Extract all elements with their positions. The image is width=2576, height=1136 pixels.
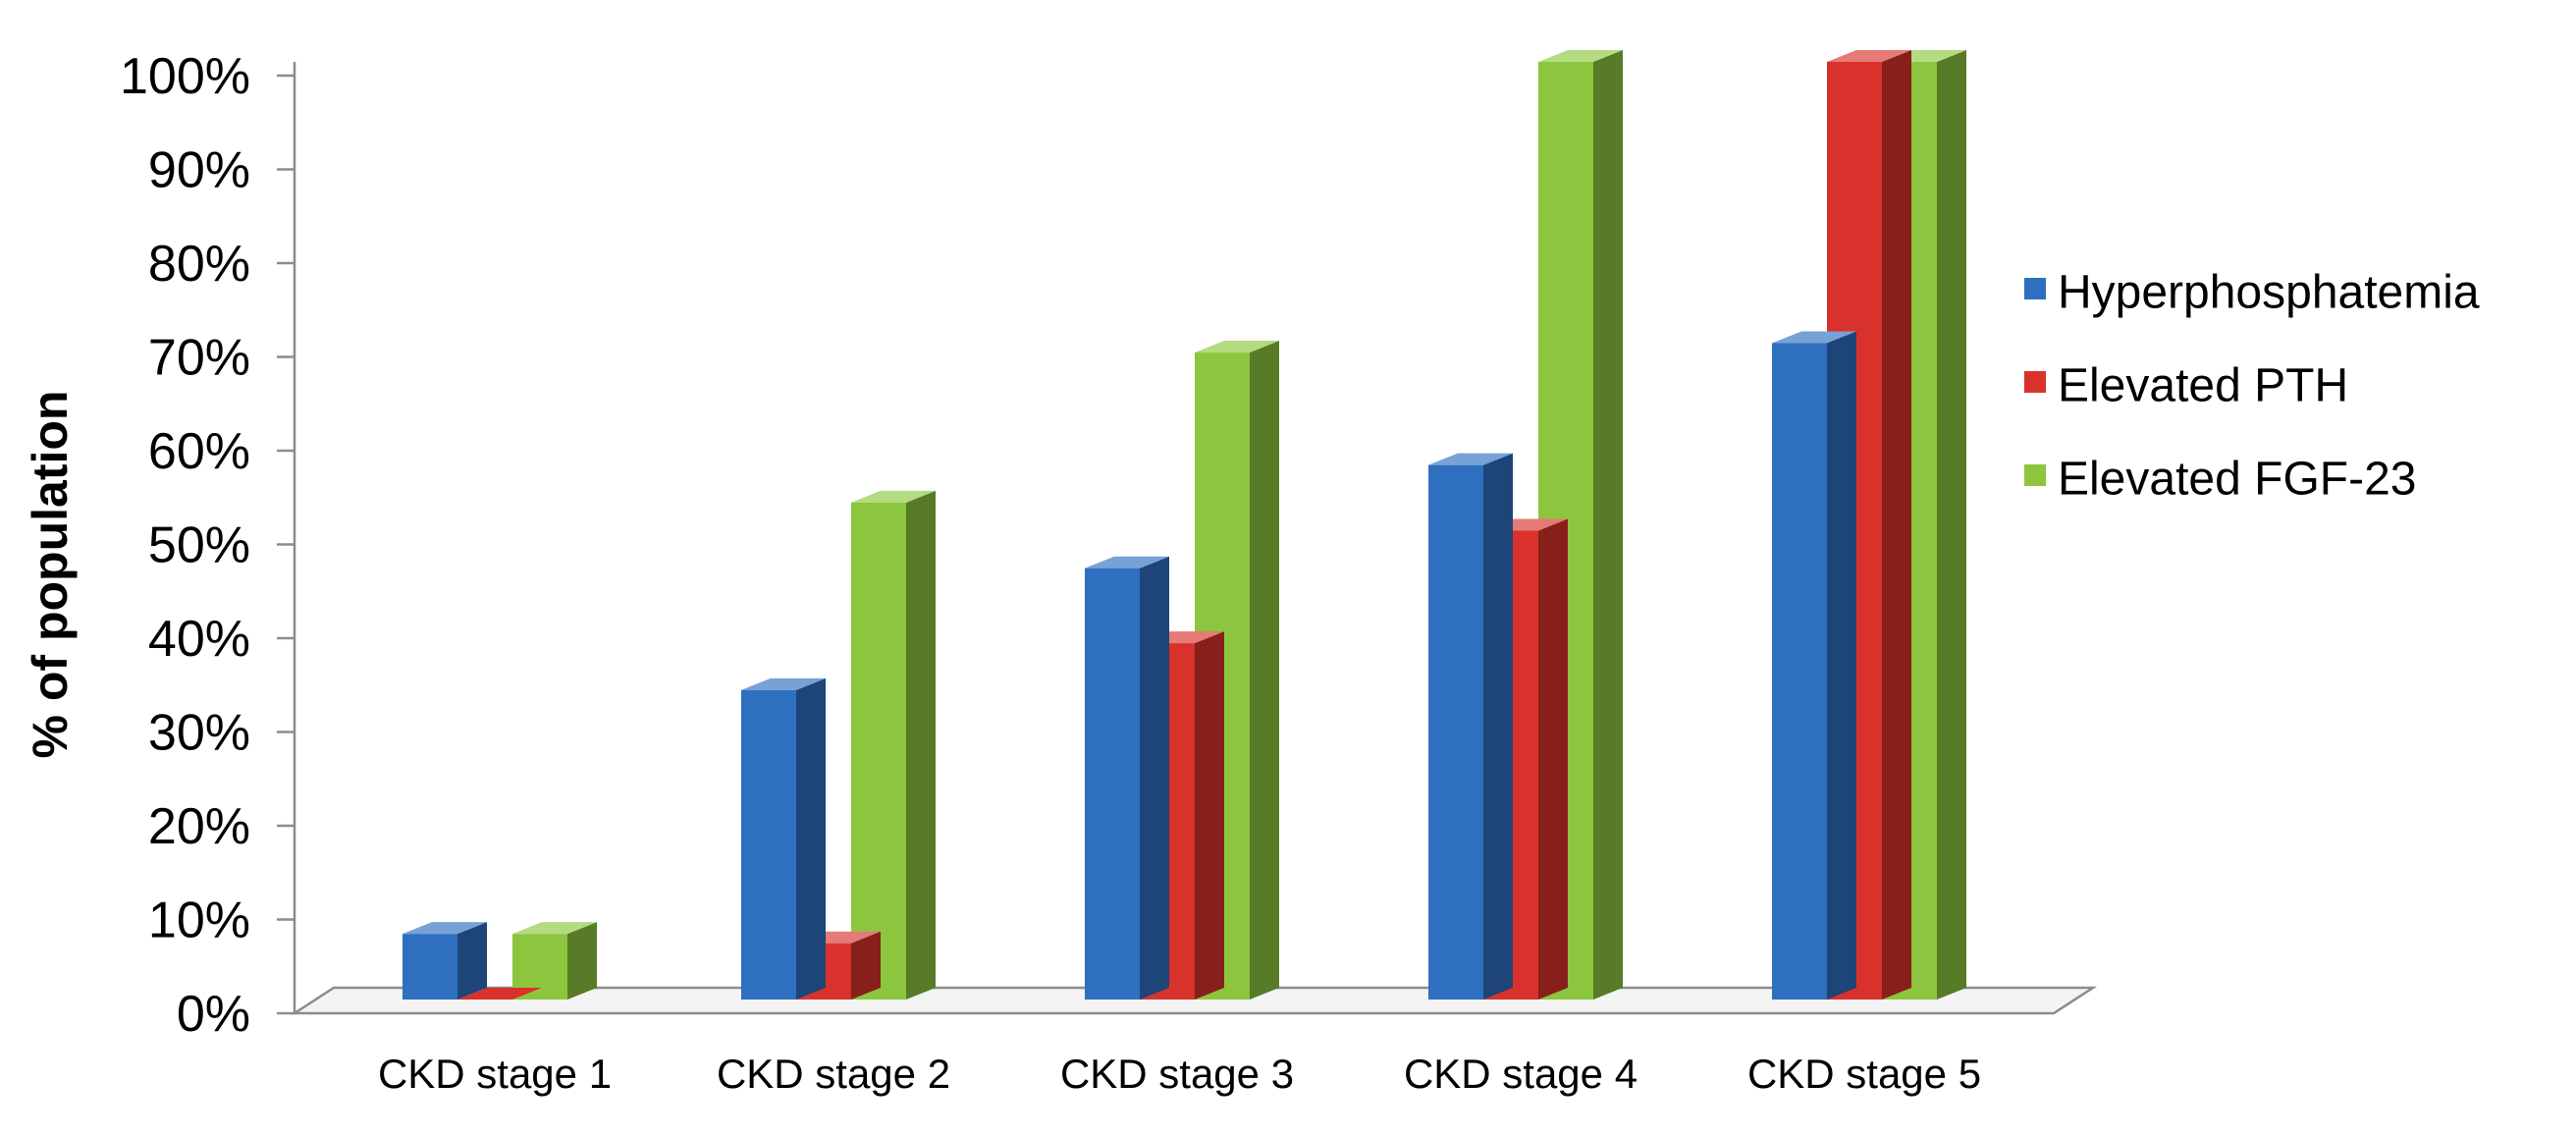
bar-side (1593, 50, 1623, 1000)
bar-top (1827, 50, 1911, 62)
y-tick-label: 10% (148, 893, 250, 949)
legend-swatch (2024, 371, 2046, 393)
bar-top (1085, 556, 1169, 568)
bar-elevated-pth-1 (457, 988, 542, 1000)
legend-label: Elevated FGF-23 (2058, 454, 2416, 506)
bar-side (457, 922, 487, 1000)
legend: Hyperphosphatemia Elevated PTH Elevated FG… (2024, 267, 2480, 506)
y-tick-label: 40% (148, 611, 250, 668)
y-axis: 0% 10% 20% 30% 40% 50% 60% 70% 80% 90% 100% (120, 48, 296, 1043)
x-tick-label: CKD stage 1 (378, 1051, 612, 1097)
bar-top (1538, 50, 1623, 62)
bar-hyperphosphatemia-3 (1085, 556, 1169, 1000)
bar-front (1428, 464, 1483, 1000)
legend-label: Elevated PTH (2058, 360, 2348, 412)
bars (402, 50, 1966, 1001)
bar-side (567, 922, 597, 1000)
bar-front (851, 502, 906, 1000)
bar-side (1827, 331, 1856, 1000)
legend-swatch (2024, 464, 2046, 486)
bar-side (1195, 631, 1224, 1000)
bar-front (1772, 343, 1827, 1000)
bar-top (741, 677, 826, 690)
bar-front (741, 689, 796, 1000)
bar-side (1250, 341, 1279, 1000)
x-tick-label: CKD stage 3 (1060, 1051, 1294, 1097)
x-tick-label: CKD stage 2 (717, 1051, 950, 1097)
bar-top (1428, 453, 1513, 465)
y-tick-label: 30% (148, 705, 250, 762)
bar-top (402, 922, 487, 935)
bar-hyperphosphatemia-5 (1772, 331, 1856, 1000)
bar-side (1882, 50, 1911, 1000)
bar-side (1483, 453, 1513, 1000)
legend-swatch (2024, 278, 2046, 299)
bar-hyperphosphatemia-2 (741, 677, 826, 1000)
legend-item: Hyperphosphatemia (2024, 267, 2480, 319)
bar-side (906, 490, 936, 1001)
bar-front (1085, 568, 1140, 1000)
bar-side (1140, 556, 1169, 1000)
bar-front (402, 934, 457, 1000)
x-axis: CKD stage 1 CKD stage 2 CKD stage 3 CKD sta… (378, 1051, 1981, 1097)
y-tick-label: 0% (177, 986, 250, 1043)
bar-hyperphosphatemia-4 (1428, 453, 1513, 1000)
legend-item: Elevated PTH (2024, 360, 2348, 412)
bar-top (851, 490, 936, 503)
y-axis-title: % of population (23, 391, 78, 759)
legend-label: Hyperphosphatemia (2058, 267, 2480, 319)
y-tick-label: 90% (148, 142, 250, 199)
x-tick-label: CKD stage 5 (1747, 1051, 1981, 1097)
bar-top (457, 988, 542, 1000)
bar-side (851, 931, 881, 1000)
y-tick-label: 100% (120, 48, 250, 105)
y-tick-label: 60% (148, 423, 250, 480)
bar-side (1538, 518, 1568, 1000)
x-tick-label: CKD stage 4 (1404, 1051, 1637, 1097)
bar-top (512, 922, 597, 935)
y-tick-label: 50% (148, 517, 250, 574)
y-tick-label: 20% (148, 798, 250, 855)
legend-item: Elevated FGF-23 (2024, 454, 2416, 506)
bar-hyperphosphatemia-1 (402, 922, 487, 1000)
bar-side (1937, 50, 1966, 1000)
bar-side (796, 677, 826, 1000)
bar-top (1772, 331, 1856, 344)
y-tick-label: 70% (148, 330, 250, 387)
bar-elevated-fgf-23-2 (851, 490, 936, 1001)
bar-top (1195, 341, 1279, 353)
y-tick-label: 80% (148, 236, 250, 293)
